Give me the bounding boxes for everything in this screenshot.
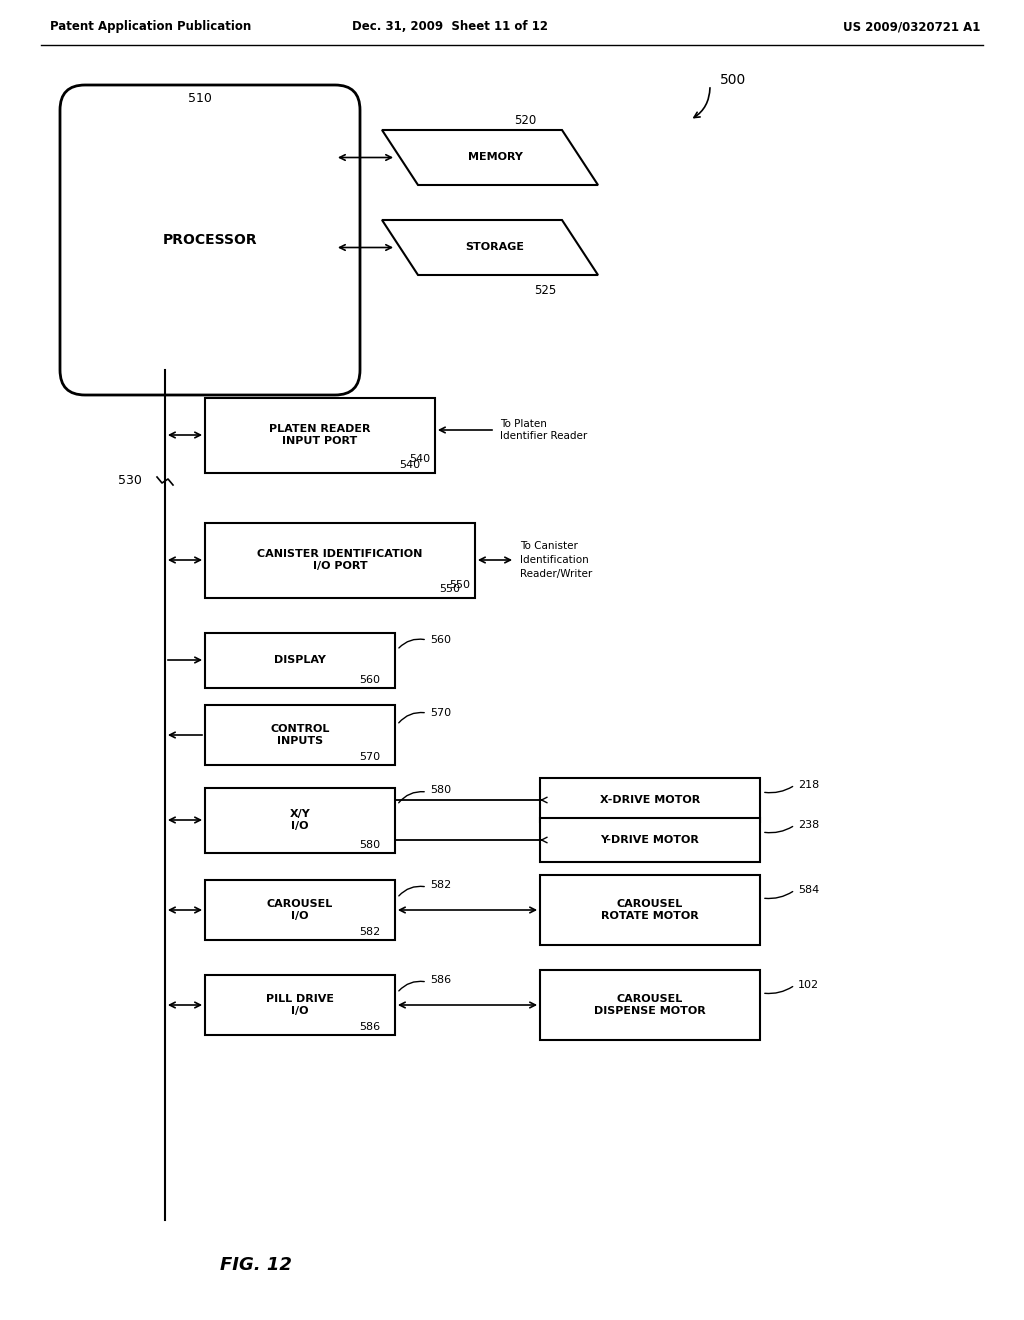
Text: 586: 586: [358, 1022, 380, 1032]
Text: 570: 570: [430, 708, 452, 718]
Text: PILL DRIVE
I/O: PILL DRIVE I/O: [266, 994, 334, 1016]
Text: 582: 582: [430, 880, 452, 890]
Text: 560: 560: [359, 675, 380, 685]
Text: 580: 580: [358, 840, 380, 850]
Text: CAROUSEL
I/O: CAROUSEL I/O: [267, 899, 333, 921]
Text: PROCESSOR: PROCESSOR: [163, 234, 257, 247]
Text: CANISTER IDENTIFICATION
I/O PORT: CANISTER IDENTIFICATION I/O PORT: [257, 549, 423, 570]
Text: 102: 102: [798, 979, 819, 990]
Text: FIG. 12: FIG. 12: [220, 1257, 292, 1274]
Text: 586: 586: [430, 975, 452, 985]
Bar: [205, 397, 435, 473]
Text: 510: 510: [188, 91, 212, 104]
Bar: [205, 788, 395, 853]
Text: X/Y
I/O: X/Y I/O: [290, 809, 310, 830]
Bar: [205, 705, 395, 766]
Bar: [540, 818, 760, 862]
Bar: [205, 880, 395, 940]
Text: Patent Application Publication: Patent Application Publication: [50, 20, 251, 33]
Text: 550: 550: [439, 585, 460, 594]
Bar: [540, 875, 760, 945]
Bar: [205, 632, 395, 688]
Text: Y-DRIVE MOTOR: Y-DRIVE MOTOR: [600, 836, 699, 845]
Text: 560: 560: [430, 635, 451, 645]
Text: 238: 238: [798, 820, 819, 830]
Polygon shape: [382, 129, 598, 185]
Text: CAROUSEL
ROTATE MOTOR: CAROUSEL ROTATE MOTOR: [601, 899, 698, 921]
Text: CONTROL
INPUTS: CONTROL INPUTS: [270, 725, 330, 746]
FancyBboxPatch shape: [60, 84, 360, 395]
Text: Dec. 31, 2009  Sheet 11 of 12: Dec. 31, 2009 Sheet 11 of 12: [352, 20, 548, 33]
Text: US 2009/0320721 A1: US 2009/0320721 A1: [843, 20, 980, 33]
Text: To Canister
Identification
Reader/Writer: To Canister Identification Reader/Writer: [520, 541, 592, 579]
Text: 520: 520: [514, 114, 537, 127]
Text: MEMORY: MEMORY: [468, 153, 522, 162]
Text: 540: 540: [399, 459, 420, 470]
Text: 500: 500: [720, 73, 746, 87]
Text: 582: 582: [358, 927, 380, 937]
Text: DISPLAY: DISPLAY: [274, 655, 326, 665]
Polygon shape: [382, 220, 598, 275]
Text: 530: 530: [118, 474, 142, 487]
Bar: [540, 970, 760, 1040]
Text: 580: 580: [430, 785, 452, 795]
Text: 525: 525: [534, 284, 556, 297]
Text: X-DRIVE MOTOR: X-DRIVE MOTOR: [600, 795, 700, 805]
Bar: [205, 975, 395, 1035]
Text: 550: 550: [449, 579, 470, 590]
Text: 584: 584: [798, 884, 819, 895]
Text: 570: 570: [358, 752, 380, 762]
Text: PLATEN READER
INPUT PORT: PLATEN READER INPUT PORT: [269, 424, 371, 446]
Bar: [540, 777, 760, 822]
Text: 540: 540: [409, 454, 430, 465]
Text: STORAGE: STORAGE: [466, 243, 524, 252]
Bar: [205, 523, 475, 598]
Text: CAROUSEL
DISPENSE MOTOR: CAROUSEL DISPENSE MOTOR: [594, 994, 706, 1016]
Text: 218: 218: [798, 780, 819, 789]
Text: To Platen
Identifier Reader: To Platen Identifier Reader: [500, 420, 587, 441]
